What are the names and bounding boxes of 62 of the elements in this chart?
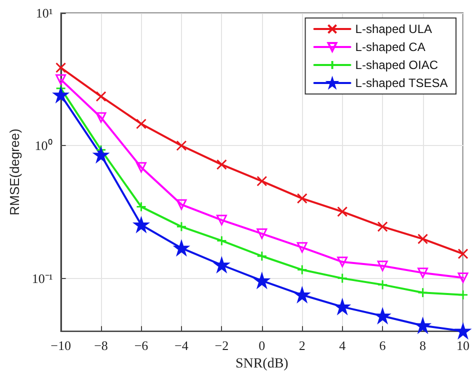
point: [375, 308, 390, 324]
point: [216, 235, 227, 246]
y-axis-title: RMSE(degree): [7, 128, 22, 216]
point: [418, 268, 428, 278]
x-tick-label: −10: [50, 338, 71, 354]
point: [377, 221, 388, 232]
y-tick-label: 10⁻¹: [32, 270, 53, 286]
legend-label: L-shaped TSESA: [355, 76, 448, 90]
x-tick-label: 2: [298, 338, 306, 354]
point: [54, 88, 68, 102]
point: [176, 140, 187, 151]
x-tick-label: 4: [339, 338, 346, 354]
point: [294, 288, 310, 302]
legend-label: L-shaped CA: [355, 40, 426, 54]
point: [296, 264, 308, 276]
point: [458, 290, 468, 300]
point: [418, 287, 428, 298]
point: [335, 300, 350, 314]
y-tick-label: 10¹: [36, 6, 53, 20]
legend-label: L-shaped ULA: [355, 22, 432, 36]
point: [176, 199, 187, 210]
point: [96, 91, 106, 102]
point: [296, 242, 308, 253]
y-tick-label: 10⁰: [34, 138, 53, 154]
legend-label: L-shaped OIAC: [355, 58, 438, 72]
point: [458, 248, 468, 260]
point: [377, 279, 388, 290]
point: [416, 318, 430, 333]
point: [214, 258, 229, 272]
point: [136, 162, 146, 173]
x-tick-label: −6: [134, 338, 149, 354]
point: [418, 234, 428, 244]
x-axis-title: SNR(dB): [235, 356, 289, 372]
point: [136, 202, 146, 212]
point: [254, 273, 270, 288]
point: [256, 228, 268, 239]
point: [256, 250, 268, 262]
x-tick-label: −2: [214, 338, 229, 354]
x-tick-label: −8: [94, 338, 108, 354]
x-tick-label: −4: [174, 338, 189, 354]
point: [216, 159, 227, 170]
point: [458, 272, 468, 283]
point: [96, 112, 106, 123]
point: [134, 218, 148, 232]
point: [94, 148, 108, 162]
point: [296, 193, 308, 204]
x-tick-label: 10: [456, 338, 470, 354]
point: [337, 273, 348, 284]
point: [377, 260, 388, 272]
point: [176, 221, 187, 232]
point: [456, 324, 470, 338]
x-tick-label: 8: [420, 338, 426, 354]
point: [174, 240, 189, 256]
point: [56, 74, 66, 85]
point: [256, 176, 268, 186]
point: [136, 118, 146, 130]
x-tick-label: 6: [379, 338, 386, 354]
point: [216, 214, 227, 226]
point: [337, 206, 348, 217]
point: [337, 256, 348, 268]
x-tick-label: 0: [258, 338, 266, 354]
point: [56, 62, 66, 73]
